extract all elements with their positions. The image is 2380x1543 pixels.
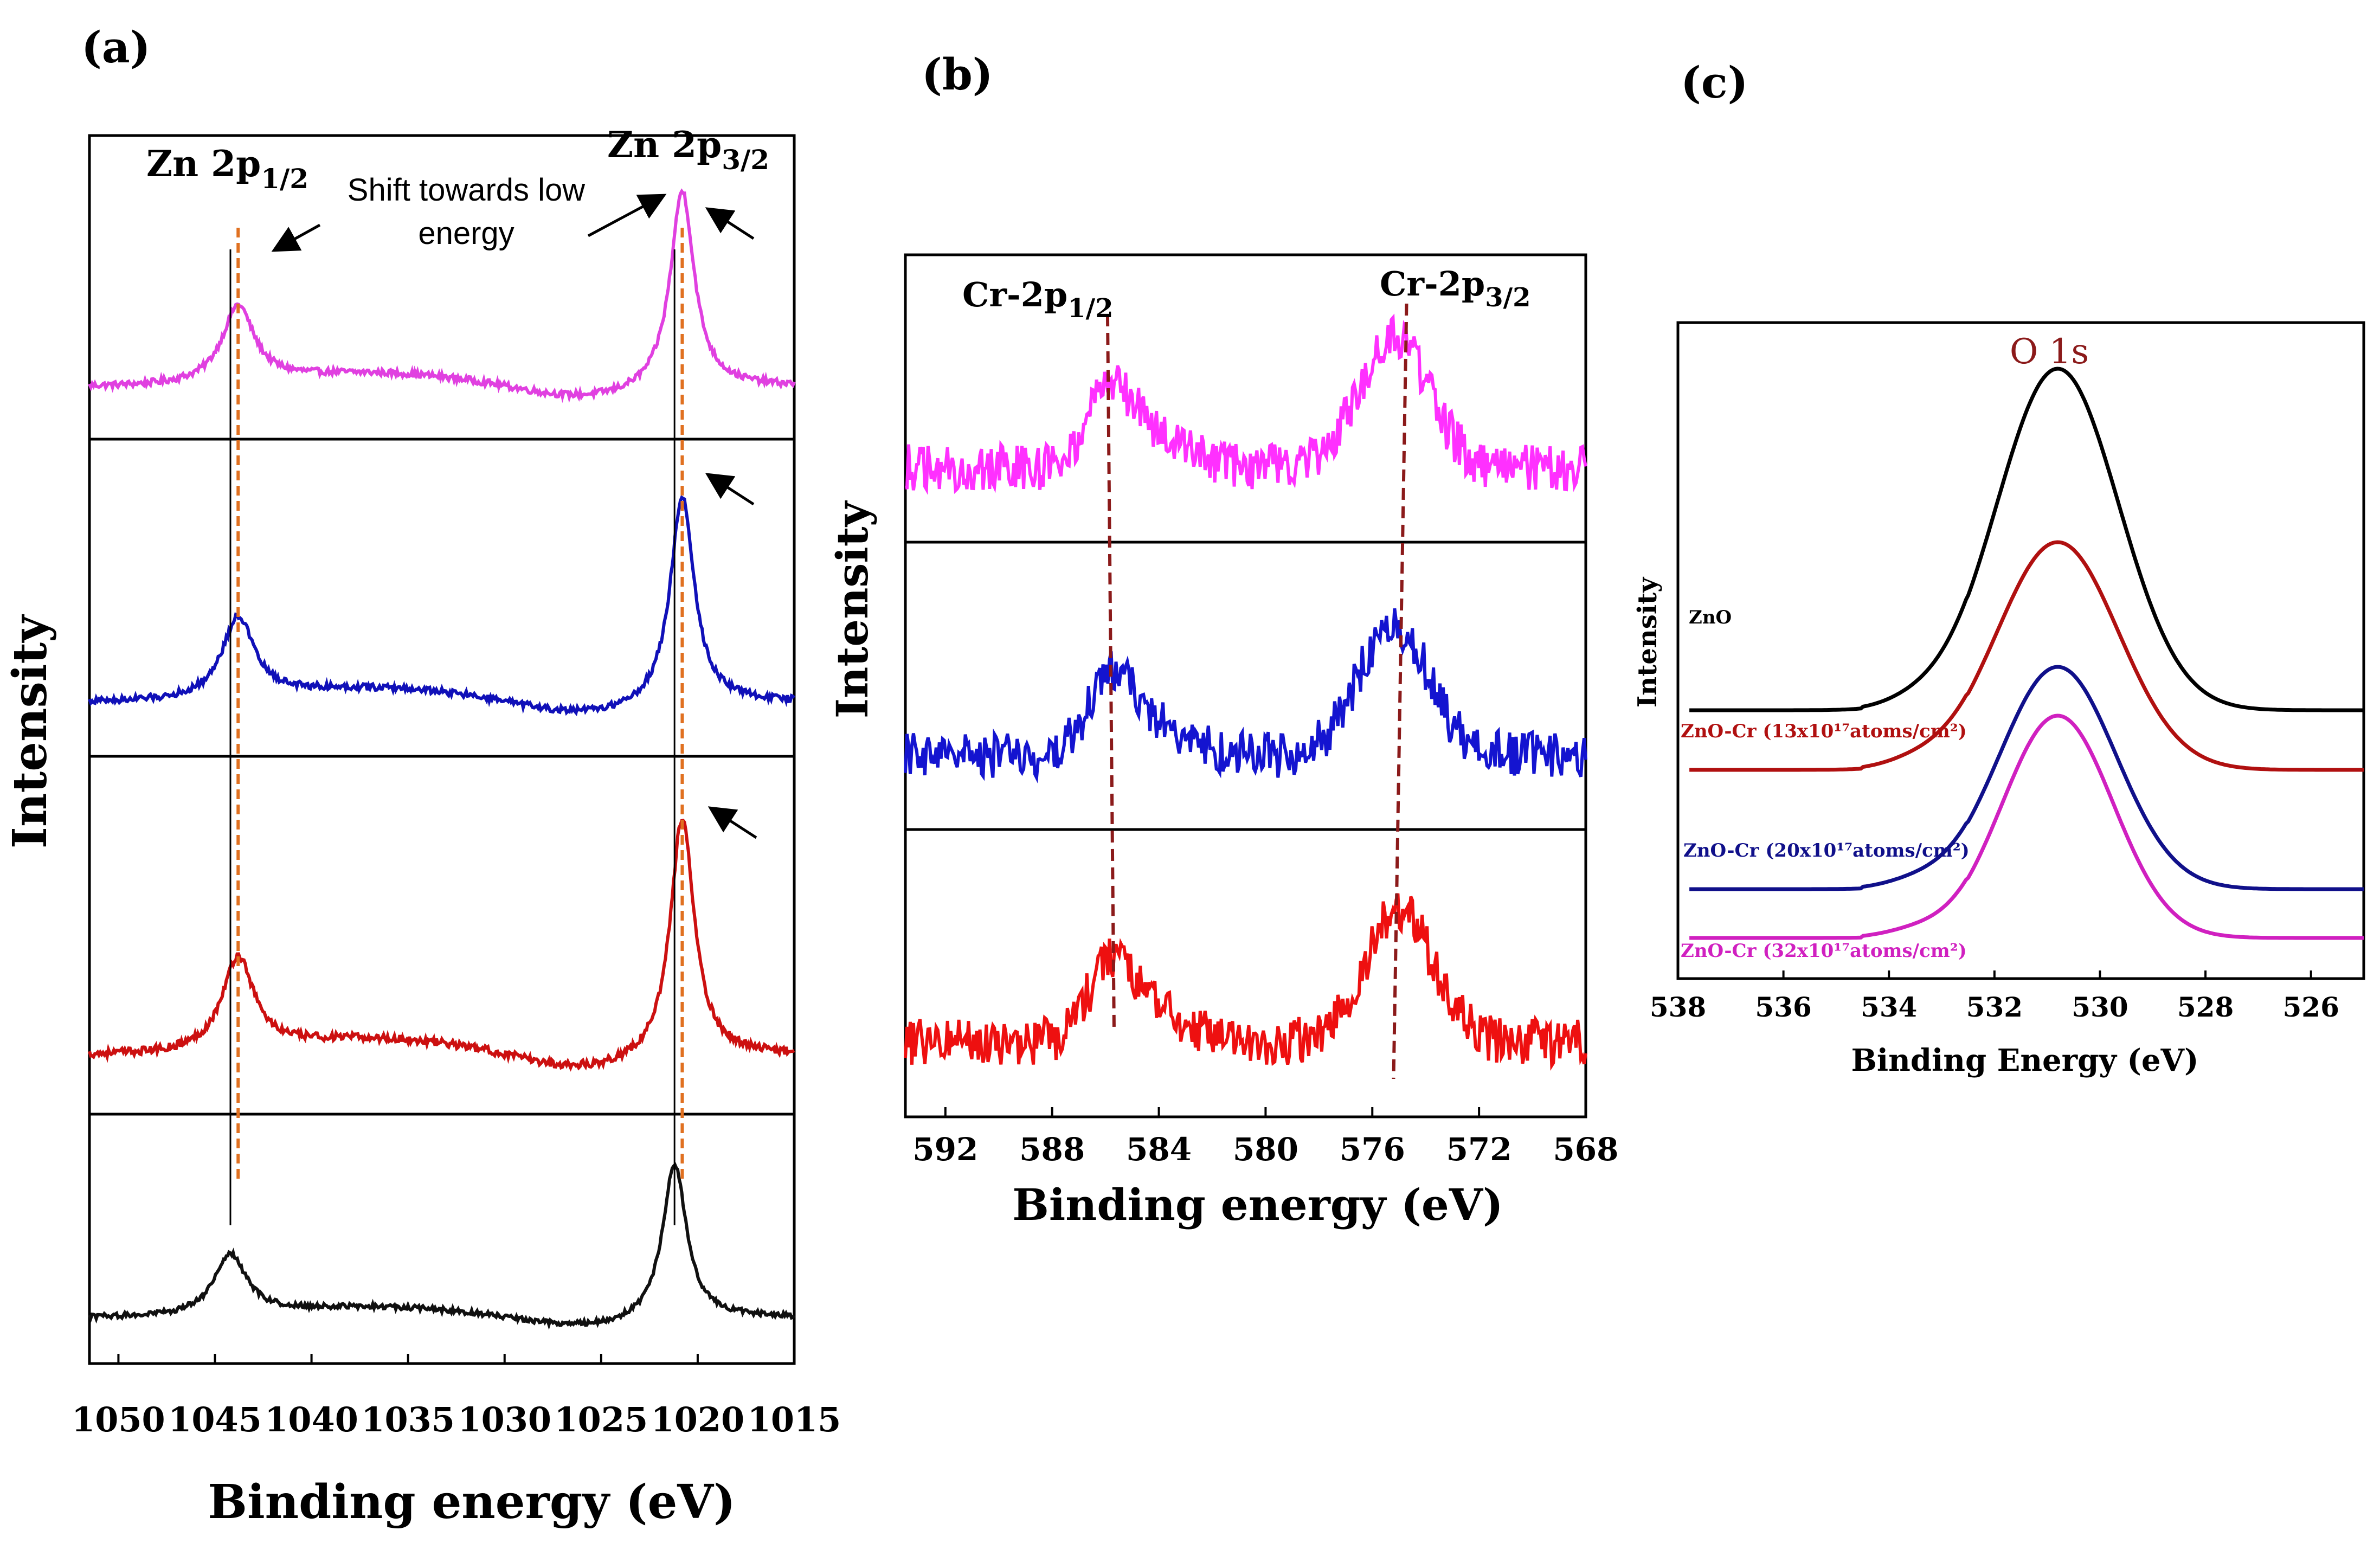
panel-a-subplot-2 [88,438,796,758]
arrow-right-2 [705,473,755,506]
panel-b-tick-label: 572 [1446,1131,1512,1168]
panel-a-tick-label: 1015 [748,1400,841,1439]
panel-b-subplot-3 [904,828,1587,1118]
panel-c-ylabel: Intensity [1632,576,1663,708]
panel-b-series-red [904,893,1587,1071]
panel-b-xlabel: Binding energy (eV) [1012,1179,1503,1230]
panel-b-xticks: 592 588 584 580 576 572 568 [912,1107,1619,1168]
panel-b-tick-label: 568 [1553,1131,1618,1168]
panel-c-tick-label: 530 [2072,991,2128,1023]
panel-b-peak-lines [1105,303,1408,1079]
shift-annotation-line-1: Shift towards low [348,172,586,208]
panel-b-ylabel: Intensity [827,500,878,718]
panel-c-tick-label: 532 [1966,991,2023,1023]
panel-b-peak-line-2 [1392,303,1408,1079]
panel-b-tick-label: 584 [1126,1131,1192,1168]
panel-b-series-blue [904,608,1587,783]
panel-c-label: (c) [1681,57,1748,108]
panel-c-series-3 [1689,665,2364,891]
arrow-right-1 [705,207,755,240]
panel-a-tick-label: 1045 [168,1400,262,1439]
panel-b: (b) Intensity Binding energy (eV) 592 588… [827,49,1619,1230]
panel-c-tick-label: 526 [2283,991,2339,1023]
panel-a-tick-label: 1030 [458,1400,551,1439]
panel-a-subplot-4 [88,1113,796,1365]
panel-b-series-magenta [905,313,1587,495]
shift-annotation-line-2: energy [418,216,514,251]
panel-c-curves [1689,367,2364,940]
panel-a-peak-lines [229,228,684,1225]
legend-zno-cr-20: ZnO-Cr (20x10¹⁷atoms/cm²) [1683,840,1970,861]
arrow-right-3 [707,806,757,839]
panel-c-tick-label: 528 [2177,991,2234,1023]
panel-c-frame [1676,321,2365,980]
panel-c-series-1 [1689,367,2364,712]
panel-c-tick-label: 536 [1755,991,1811,1023]
panel-b-peak-label-2: Cr-2p3/2 [1380,264,1531,313]
arrow-left [271,223,321,252]
panel-a-stack [88,134,796,1365]
panel-a: (a) Intensity Binding energy (eV) 1050 10… [3,22,841,1529]
panel-a-xticks: 1050 1045 1040 1035 1030 1025 1020 1015 [72,1354,841,1439]
panel-c-series-4 [1689,713,2364,940]
panel-b-tick-label: 580 [1233,1131,1298,1168]
panel-b-peak-label-1: Cr-2p1/2 [962,275,1114,324]
panel-b-label: (b) [922,49,993,100]
panel-b-tick-label: 576 [1340,1131,1405,1168]
panel-a-arrows [271,194,757,839]
panel-b-tick-label: 588 [1019,1131,1085,1168]
panel-a-series-magenta [88,188,796,403]
legend-zno-cr-13: ZnO-Cr (13x10¹⁷atoms/cm²) [1681,721,1967,742]
panel-a-subplot-3 [88,755,796,1116]
panel-b-peak-line-1 [1105,314,1116,1031]
legend-zno-cr-32: ZnO-Cr (32x10¹⁷atoms/cm²) [1681,940,1967,962]
panel-c-xlabel: Binding Energy (eV) [1851,1043,2199,1078]
panel-b-stack [904,253,1587,1118]
panel-a-peak-label-1: Zn 2p1/2 [146,143,308,195]
panel-c-series-2 [1689,540,2364,772]
panel-c-title: O 1s [2010,332,2089,372]
arrow-center [587,194,667,237]
panel-c-tick-label: 534 [1861,991,1917,1023]
panel-a-tick-label: 1020 [651,1400,745,1439]
panel-a-tick-label: 1025 [555,1400,648,1439]
panel-c: (c) O 1s Intensity Binding Energy (eV) 5… [1632,57,2365,1078]
panel-a-xlabel: Binding energy (eV) [208,1475,735,1529]
panel-a-series-black [88,1162,796,1330]
panel-a-tick-label: 1035 [361,1400,455,1439]
panel-a-tick-label: 1040 [265,1400,358,1439]
panel-c-tick-label: 538 [1650,991,1706,1023]
panel-a-label: (a) [81,22,151,73]
panel-a-ylabel: Intensity [3,614,57,849]
panel-a-series-red [88,819,795,1072]
panel-a-tick-label: 1050 [72,1400,165,1439]
panel-b-subplot-2 [904,541,1587,831]
panel-c-xticks: 538 536 534 532 530 528 526 [1650,970,2339,1023]
legend-zno: ZnO [1689,607,1732,628]
panel-a-series-blue [88,495,796,716]
panel-b-tick-label: 592 [912,1131,978,1168]
panel-a-peak-label-2: Zn 2p3/2 [607,124,769,176]
